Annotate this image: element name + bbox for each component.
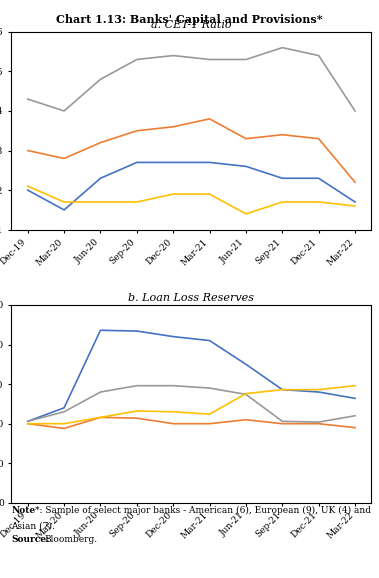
- Text: Asian (7).: Asian (7).: [11, 521, 55, 531]
- Text: Chart 1.13: Banks' Capital and Provisions*: Chart 1.13: Banks' Capital and Provision…: [56, 14, 323, 25]
- Text: *: Sample of select major banks - American (6), European (9), UK (4) and: *: Sample of select major banks - Americ…: [35, 506, 371, 515]
- Text: Source:: Source:: [11, 535, 50, 544]
- Text: Note: Note: [11, 506, 36, 515]
- Title: b. Loan Loss Reserves: b. Loan Loss Reserves: [128, 293, 254, 303]
- Text: Bloomberg.: Bloomberg.: [45, 535, 98, 544]
- Legend: American Banks, European Banks, UK Banks, Asian Banks: American Banks, European Banks, UK Banks…: [16, 307, 184, 335]
- Title: a. CET-1 Ratio: a. CET-1 Ratio: [151, 20, 232, 29]
